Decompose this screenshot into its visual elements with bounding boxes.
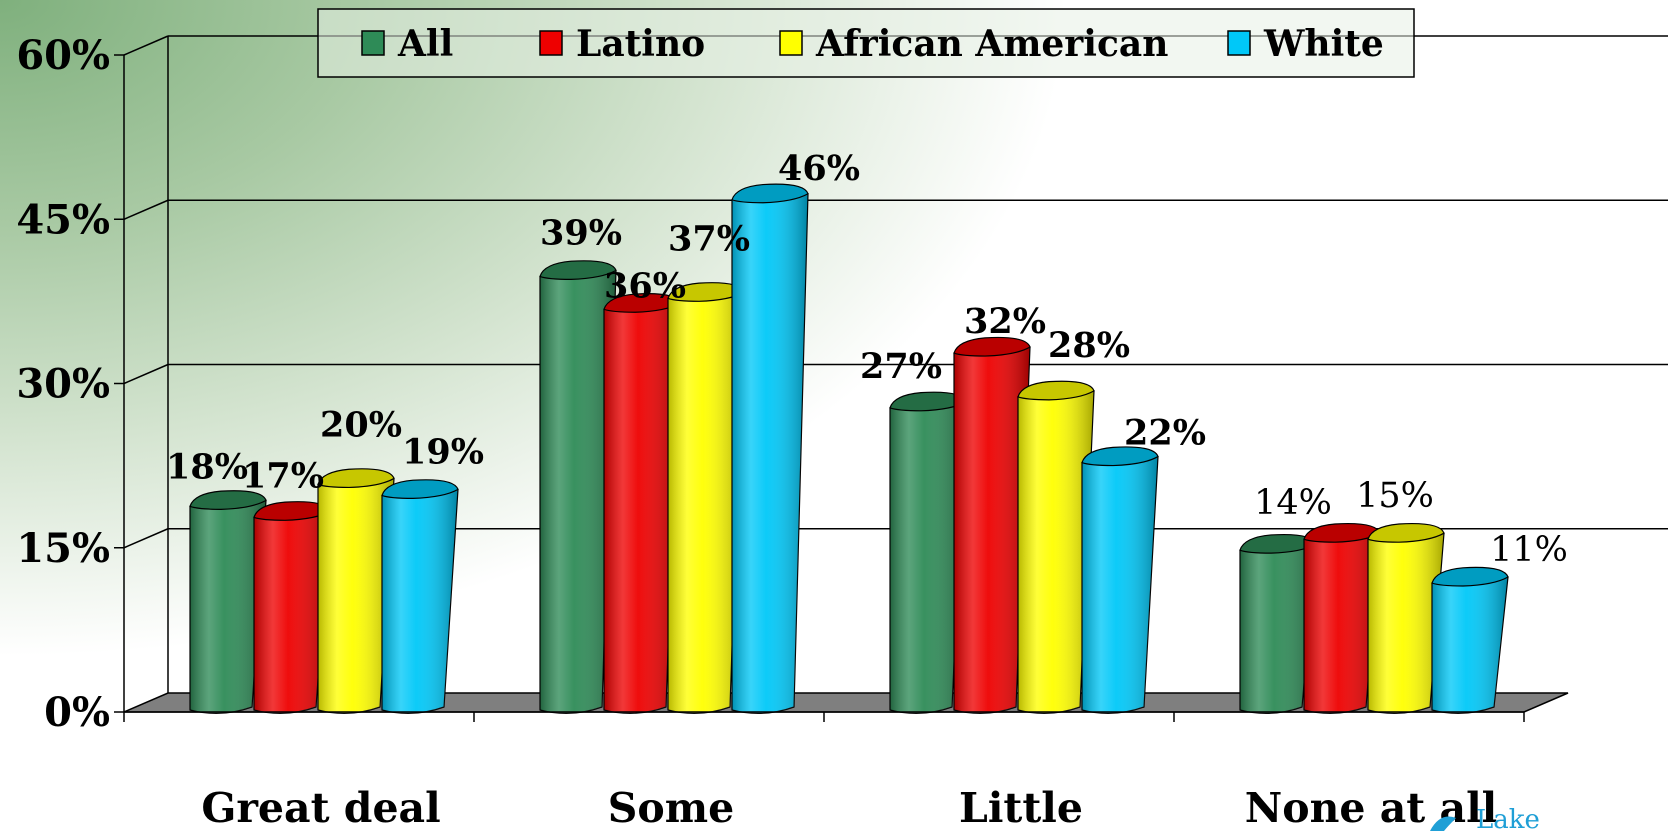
y-tick-label: 0% — [44, 689, 110, 736]
legend-swatch — [1227, 30, 1251, 56]
bar-top — [1017, 380, 1095, 401]
bar-top — [1431, 566, 1509, 587]
bar-shading — [1082, 456, 1158, 714]
legend-swatch — [779, 30, 803, 56]
data-label: 36% — [604, 265, 686, 306]
bar — [317, 468, 395, 714]
data-label: 46% — [778, 148, 860, 189]
bar-shading — [732, 193, 808, 714]
data-label: 11% — [1490, 530, 1568, 570]
x-category-label: Some — [608, 784, 734, 831]
data-label: 19% — [402, 431, 484, 472]
data-label: 18% — [166, 446, 248, 487]
bar-shading — [1432, 577, 1508, 714]
data-label: 27% — [860, 346, 942, 387]
data-label: 28% — [1048, 325, 1130, 366]
bar — [381, 479, 459, 714]
bar-shading — [1018, 390, 1094, 714]
bar-shading — [190, 500, 266, 714]
bar-top — [317, 468, 395, 489]
bars — [189, 183, 1509, 714]
bar — [603, 293, 681, 714]
gridline-diagonal — [123, 35, 169, 56]
data-label: 15% — [1356, 476, 1434, 516]
bar-shading — [1304, 533, 1380, 714]
bar-top — [539, 260, 617, 281]
bar — [953, 336, 1031, 714]
data-label: 22% — [1124, 413, 1206, 454]
logo-text: Lake — [1476, 805, 1540, 831]
bar — [731, 183, 809, 714]
bar-shading — [1368, 533, 1444, 714]
data-labels: 18%17% 20%19% 39% 36% 37% 46% 27% 32%28% 22% 14% 1… — [166, 148, 1568, 570]
bar — [1367, 523, 1445, 714]
legend-swatch — [361, 30, 385, 56]
legend-swatch — [539, 30, 563, 56]
data-label: 17% — [242, 455, 324, 496]
data-label: 37% — [668, 218, 750, 259]
y-tick-label: 15% — [16, 525, 110, 572]
legend-label: African American — [815, 23, 1168, 65]
gridline-diagonal — [123, 528, 169, 549]
x-category-label: None at all — [1245, 784, 1498, 831]
legend-label: White — [1263, 23, 1384, 65]
bar — [667, 282, 745, 714]
bar-top — [1367, 523, 1445, 543]
bar-shading — [604, 303, 680, 714]
bar-shading — [540, 270, 616, 714]
bar-shading — [1240, 544, 1316, 714]
gridline-diagonal — [123, 363, 169, 385]
x-axis: Great deal Some Little None at all — [123, 711, 1525, 831]
legend-label: All — [397, 23, 453, 65]
bar-shading — [954, 347, 1030, 714]
data-label: 39% — [540, 212, 622, 253]
bar-top — [731, 183, 809, 204]
y-tick-label: 30% — [16, 361, 110, 408]
bar-shading — [318, 478, 394, 714]
logo-mark-icon — [1430, 816, 1456, 831]
y-tick-label: 60% — [16, 32, 110, 79]
legend-label: Latino — [576, 23, 705, 65]
bar — [1431, 566, 1509, 714]
bar — [189, 490, 267, 714]
data-label: 20% — [320, 404, 402, 445]
bar-shading — [254, 511, 330, 714]
bar — [539, 260, 617, 714]
bar-top — [953, 336, 1031, 357]
bar-shading — [890, 401, 966, 714]
data-label: 14% — [1254, 483, 1332, 523]
gridline-diagonal — [123, 199, 169, 220]
bar-top — [189, 490, 267, 510]
legend: All Latino African American White — [317, 8, 1415, 78]
bar — [253, 501, 331, 714]
y-tick-label: 45% — [16, 196, 110, 243]
bar-shading — [382, 489, 458, 714]
bar-shading — [668, 292, 744, 714]
data-label: 32% — [964, 301, 1046, 342]
bar-top — [1081, 446, 1159, 467]
bar — [889, 391, 967, 714]
y-axis: 0% 15% 30% 45% 60% — [16, 32, 125, 736]
x-category-label: Little — [959, 784, 1083, 831]
bar-top — [381, 479, 459, 500]
bar — [1303, 523, 1381, 714]
x-category-label: Great deal — [201, 784, 440, 831]
bar — [1017, 380, 1095, 714]
bar — [1081, 446, 1159, 714]
logo: Lake — [1430, 805, 1540, 831]
